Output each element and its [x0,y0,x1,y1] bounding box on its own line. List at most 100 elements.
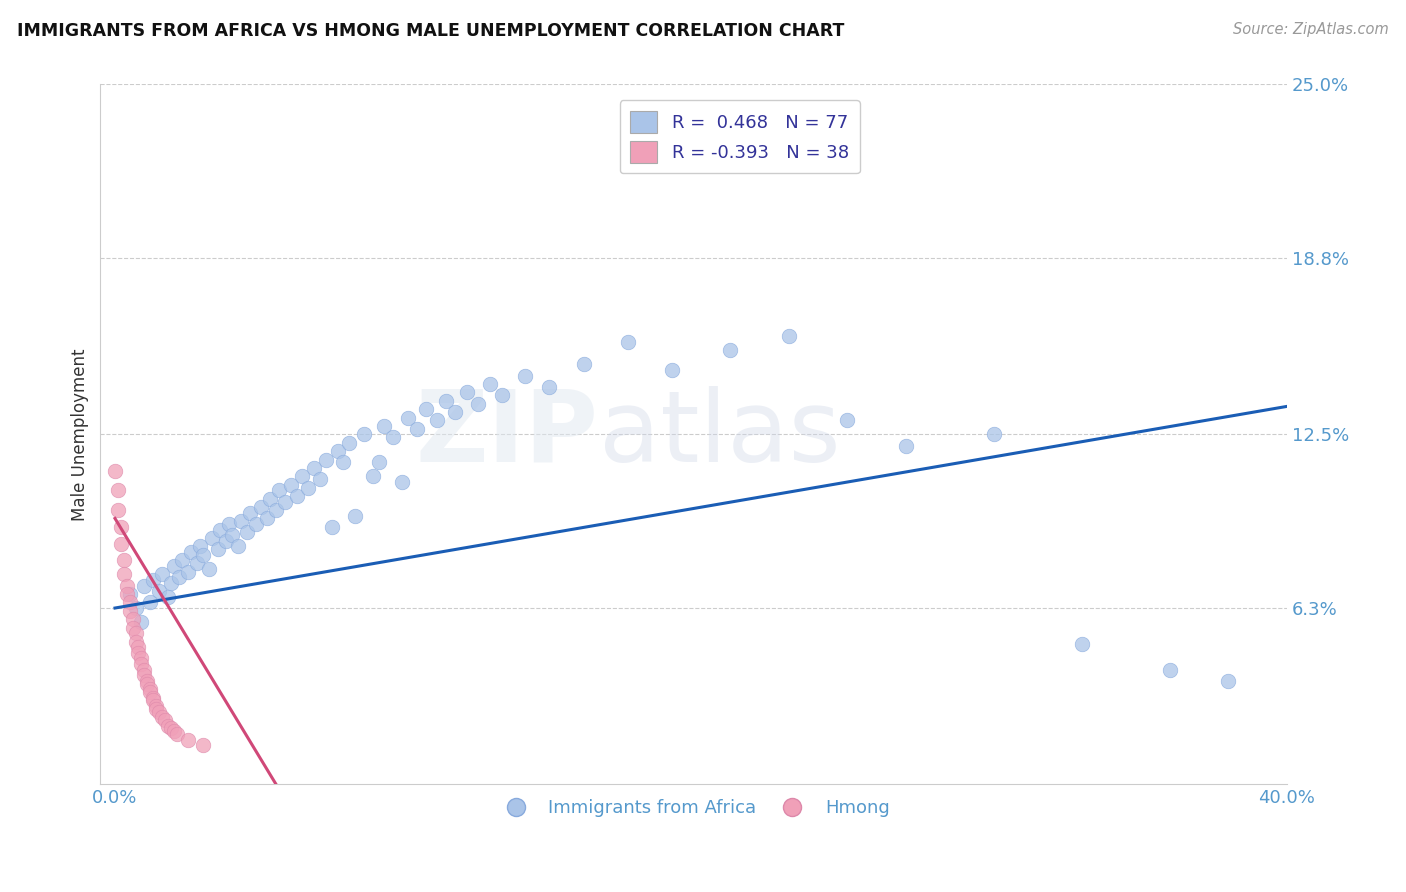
Point [239,506,262,520]
Point [236,525,259,540]
Point [142,690,165,705]
Point [321,520,343,534]
Legend: Immigrants from Africa, Hmong: Immigrants from Africa, Hmong [491,792,897,824]
Point [302,461,325,475]
Point [344,508,367,523]
Point [188,540,211,554]
Point [127,646,149,660]
Point [478,377,501,392]
Point [332,455,354,469]
Point [373,419,395,434]
Point [118,595,141,609]
Point [148,705,170,719]
Point [837,413,859,427]
Point [115,579,138,593]
Point [280,478,302,492]
Point [434,393,457,408]
Point [513,368,536,383]
Point [131,657,153,671]
Point [131,651,153,665]
Point [467,397,489,411]
Point [148,584,170,599]
Point [136,673,159,688]
Point [572,358,595,372]
Text: ZIP: ZIP [416,386,599,483]
Point [177,565,200,579]
Point [110,536,132,550]
Point [297,481,319,495]
Point [142,573,165,587]
Point [256,511,278,525]
Text: atlas: atlas [599,386,841,483]
Point [127,640,149,655]
Point [456,385,478,400]
Point [226,540,249,554]
Point [186,556,208,570]
Point [1159,663,1181,677]
Point [391,475,413,489]
Point [131,615,153,629]
Point [718,343,741,358]
Point [107,483,129,498]
Point [115,587,138,601]
Text: IMMIGRANTS FROM AFRICA VS HMONG MALE UNEMPLOYMENT CORRELATION CHART: IMMIGRANTS FROM AFRICA VS HMONG MALE UNE… [17,22,844,40]
Point [218,516,240,531]
Point [983,427,1005,442]
Point [121,621,143,635]
Point [250,500,273,515]
Point [162,724,184,739]
Point [661,363,683,377]
Point [107,503,129,517]
Point [264,503,287,517]
Point [180,545,202,559]
Point [197,562,219,576]
Point [353,427,375,442]
Point [110,520,132,534]
Y-axis label: Male Unemployment: Male Unemployment [72,348,89,521]
Text: Source: ZipAtlas.com: Source: ZipAtlas.com [1233,22,1389,37]
Point [245,516,267,531]
Point [537,380,560,394]
Point [405,422,427,436]
Point [415,402,437,417]
Point [1070,637,1092,651]
Point [159,575,181,590]
Point [104,464,127,478]
Point [491,388,513,402]
Point [121,612,143,626]
Point [134,663,156,677]
Point [361,469,384,483]
Point [134,668,156,682]
Point [112,567,135,582]
Point [426,413,449,427]
Point [215,533,238,548]
Point [134,579,156,593]
Point [201,531,224,545]
Point [367,455,389,469]
Point [221,528,243,542]
Point [156,590,179,604]
Point [124,601,146,615]
Point [616,334,638,349]
Point [337,435,360,450]
Point [259,491,281,506]
Point [1216,673,1239,688]
Point [291,469,314,483]
Point [778,329,800,343]
Point [382,430,405,444]
Point [177,732,200,747]
Point [267,483,290,498]
Point [153,713,176,727]
Point [124,634,146,648]
Point [112,553,135,567]
Point [169,570,191,584]
Point [207,542,229,557]
Point [191,548,214,562]
Point [229,514,252,528]
Point [145,702,167,716]
Point [309,472,332,486]
Point [285,489,308,503]
Point [172,553,194,567]
Point [139,685,162,699]
Point [894,439,917,453]
